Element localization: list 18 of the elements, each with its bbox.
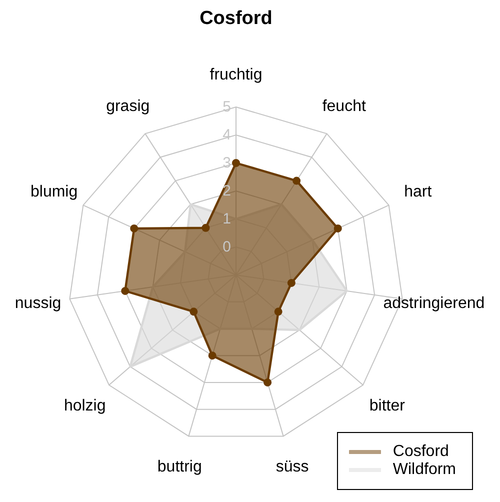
spoke-label: fruchtig (210, 66, 262, 84)
y-tick-label: 4 (222, 126, 231, 144)
spoke-label: nussig (14, 294, 62, 312)
spoke-label: buttrig (157, 458, 202, 476)
spoke-label: feucht (322, 98, 366, 116)
spoke-label: süss (276, 458, 309, 476)
spoke-label: holzig (64, 397, 106, 414)
spoke-label: hart (404, 183, 432, 200)
legend-label: Wildform (392, 461, 456, 479)
spoke-label: bitter (369, 397, 406, 414)
spoke-label: blumig (30, 183, 78, 200)
y-tick-label: 1 (222, 210, 231, 228)
chart-title: Cosford (198, 8, 274, 30)
legend-label: Cosford (392, 443, 449, 461)
y-tick-label: 0 (222, 238, 231, 256)
y-tick-label: 2 (222, 182, 231, 200)
spoke-label: adstringierend (383, 294, 485, 312)
spoke-label: grasig (106, 98, 150, 116)
